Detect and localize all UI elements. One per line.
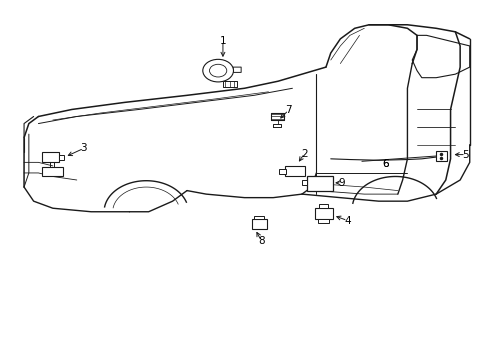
FancyBboxPatch shape	[318, 204, 328, 208]
FancyBboxPatch shape	[285, 166, 305, 176]
FancyBboxPatch shape	[306, 176, 332, 190]
FancyBboxPatch shape	[254, 216, 263, 219]
Text: 4: 4	[344, 216, 350, 226]
FancyBboxPatch shape	[41, 167, 63, 176]
Circle shape	[209, 64, 226, 77]
Text: 5: 5	[462, 150, 468, 159]
Text: 9: 9	[338, 178, 345, 188]
FancyBboxPatch shape	[279, 169, 285, 174]
FancyBboxPatch shape	[59, 154, 64, 160]
Text: 3: 3	[81, 143, 87, 153]
FancyBboxPatch shape	[317, 219, 328, 223]
FancyBboxPatch shape	[41, 152, 59, 162]
FancyBboxPatch shape	[314, 208, 332, 219]
FancyBboxPatch shape	[302, 180, 306, 185]
Text: 7: 7	[285, 105, 291, 115]
FancyBboxPatch shape	[251, 219, 266, 229]
Text: 2: 2	[301, 149, 307, 158]
Text: 8: 8	[258, 236, 264, 246]
Circle shape	[203, 59, 233, 82]
Text: 1: 1	[219, 36, 226, 46]
Text: 6: 6	[382, 159, 388, 169]
FancyBboxPatch shape	[435, 151, 446, 161]
Text: 6: 6	[382, 159, 388, 169]
